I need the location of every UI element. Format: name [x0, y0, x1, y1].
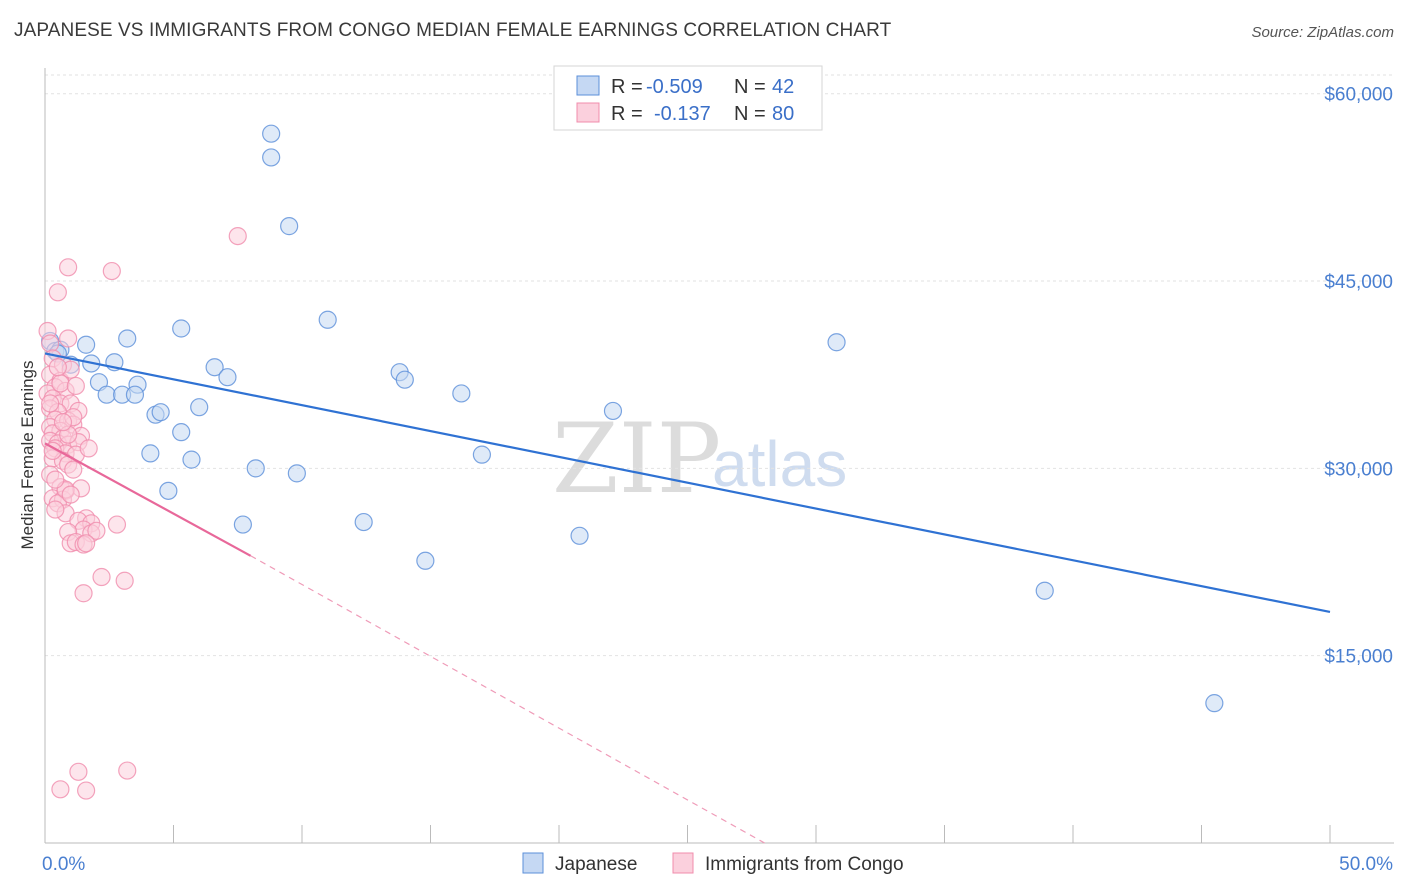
point-congo	[77, 781, 96, 800]
point-japanese	[1205, 694, 1224, 713]
point-japanese	[97, 385, 116, 404]
chart-title: JAPANESE VS IMMIGRANTS FROM CONGO MEDIAN…	[14, 20, 892, 41]
point-japanese	[603, 401, 623, 421]
legend-r-value-2: -0.137	[654, 103, 711, 125]
point-congo	[48, 283, 67, 302]
trend-line-congo-extension	[250, 555, 765, 844]
point-congo	[59, 258, 78, 277]
legend-r-label-1: R =	[611, 76, 643, 98]
legend-n-label-2: N =	[734, 103, 766, 125]
legend-swatch-congo	[576, 102, 600, 123]
point-congo	[46, 500, 65, 519]
point-japanese	[1035, 581, 1054, 600]
point-japanese	[172, 319, 191, 338]
point-congo	[51, 374, 70, 393]
point-japanese	[287, 464, 306, 483]
point-japanese	[77, 335, 96, 354]
point-japanese	[395, 370, 414, 389]
point-japanese	[151, 403, 170, 422]
point-congo	[41, 394, 60, 413]
point-congo	[51, 780, 70, 799]
point-congo	[53, 413, 73, 432]
point-japanese	[141, 444, 160, 463]
point-congo	[74, 584, 93, 603]
point-japanese	[205, 358, 224, 377]
y-tick-label: $45,000	[1324, 272, 1393, 293]
x-tick-label-max: 50.0%	[1339, 854, 1393, 875]
point-japanese	[190, 398, 209, 417]
bottom-legend-swatch-congo	[672, 852, 694, 874]
point-congo	[118, 761, 137, 780]
point-japanese	[827, 333, 846, 352]
bottom-legend-swatch-japanese	[522, 852, 544, 874]
data-points	[38, 124, 1224, 800]
bottom-legend-label-japanese: Japanese	[555, 854, 637, 875]
trend-lines	[44, 352, 1331, 844]
point-japanese	[246, 459, 265, 478]
point-congo	[48, 358, 67, 377]
point-congo	[77, 534, 96, 553]
watermark-atlas: atlas	[712, 428, 847, 500]
stats-legend: R = -0.509 N = 42 R = -0.137 N = 80	[553, 65, 823, 131]
bottom-legend-label-congo: Immigrants from Congo	[705, 854, 904, 875]
trend-line-japanese	[44, 352, 1331, 614]
point-congo	[66, 376, 85, 396]
point-japanese	[233, 515, 252, 534]
point-japanese	[472, 445, 491, 464]
legend-r-value-1: -0.509	[646, 76, 703, 98]
point-congo	[107, 515, 127, 534]
point-congo	[43, 441, 62, 460]
point-japanese	[118, 329, 137, 348]
legend-n-value-2: 80	[772, 103, 794, 125]
point-japanese	[262, 148, 281, 167]
point-congo	[59, 329, 78, 348]
point-congo	[115, 571, 134, 590]
legend-r-label-2: R =	[611, 103, 643, 125]
point-japanese	[262, 124, 281, 143]
watermark-zip: ZIP	[552, 403, 721, 515]
point-japanese	[570, 526, 589, 545]
point-japanese	[452, 384, 471, 403]
point-congo	[61, 485, 80, 504]
point-congo	[46, 470, 65, 489]
point-congo	[102, 261, 121, 281]
series-legend: Japanese Immigrants from Congo	[522, 852, 904, 875]
point-congo	[79, 439, 98, 458]
point-japanese	[318, 310, 337, 329]
y-tick-label: $60,000	[1324, 85, 1393, 106]
point-japanese	[159, 481, 178, 500]
point-congo	[69, 762, 88, 781]
y-axis-label: Median Female Earnings	[18, 361, 37, 550]
point-congo	[87, 521, 106, 540]
axes: $15,000 $30,000 $45,000 $60,000 0.0% 50.0%	[42, 68, 1394, 875]
point-japanese	[354, 512, 373, 532]
point-japanese	[218, 368, 237, 387]
y-tick-label: $30,000	[1324, 459, 1393, 480]
point-japanese	[125, 385, 145, 404]
legend-n-value-1: 42	[772, 76, 794, 98]
trend-line-congo	[44, 442, 252, 557]
point-japanese	[416, 551, 435, 570]
x-tick-label-min: 0.0%	[42, 854, 85, 875]
point-congo	[64, 460, 83, 479]
point-congo	[228, 226, 247, 246]
gridlines	[45, 74, 1394, 657]
legend-n-label-1: N =	[734, 76, 766, 98]
y-tick-label: $15,000	[1324, 647, 1393, 668]
point-congo	[92, 567, 111, 587]
point-congo	[41, 334, 60, 353]
point-japanese	[172, 423, 191, 442]
point-japanese	[280, 217, 299, 236]
source-label: Source: ZipAtlas.com	[1251, 24, 1394, 41]
legend-swatch-japanese	[576, 75, 600, 96]
point-japanese	[182, 450, 201, 469]
